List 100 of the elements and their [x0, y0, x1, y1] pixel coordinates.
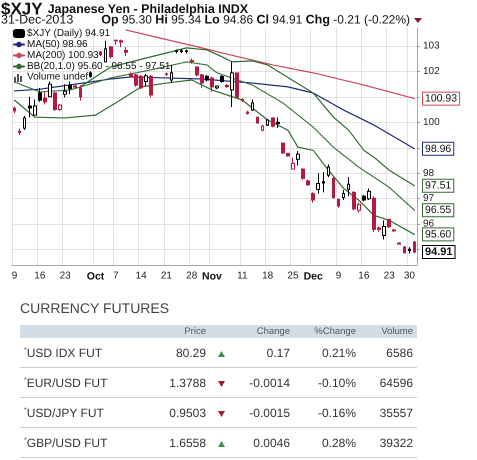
candlestick: [387, 218, 391, 229]
data-label: 95.60: [425, 228, 452, 240]
y-tick-label: 98: [423, 168, 435, 179]
candlestick: [68, 81, 72, 95]
text: 64596: [380, 376, 413, 390]
x-tick-label: 9: [12, 270, 18, 282]
candlestick: [332, 176, 335, 200]
y-tick-label: 102: [423, 66, 440, 77]
candlestick: [246, 110, 249, 116]
candlestick: [337, 198, 340, 208]
candlestick: [296, 150, 300, 166]
candlestick: [316, 172, 320, 194]
candlestick: [256, 116, 259, 124]
candlestick: [251, 98, 254, 112]
x-tick-label: Nov: [202, 270, 222, 282]
x-tick-label: 11: [237, 270, 248, 282]
y-tick-label: 100: [423, 116, 440, 128]
candlestick: [235, 72, 239, 99]
text: 0.0046: [253, 436, 290, 450]
candlestick: [266, 118, 269, 127]
category-label: $^{*}$GBP/USD FUT: [24, 436, 108, 450]
candlestick: [241, 98, 244, 102]
candlestick: [79, 84, 82, 102]
candlestick: [149, 74, 153, 98]
candlestick: [190, 58, 194, 64]
x-tick-label: 9: [336, 270, 342, 282]
candlestick: [342, 189, 345, 201]
candlestick: [230, 61, 234, 108]
text: CURRENCY FUTURES: [20, 300, 170, 316]
candlestick: [397, 242, 401, 246]
x-tick-label: 16: [34, 270, 46, 282]
text: 1.6558: [169, 436, 206, 450]
data-label: 100.93: [425, 92, 458, 105]
x-tick-label: 25: [287, 270, 299, 282]
candlestick: [220, 74, 224, 84]
candlestick: [23, 115, 26, 130]
text: 94.91: [425, 246, 453, 258]
candlestick: [13, 106, 16, 114]
candlestick: [291, 157, 295, 170]
candlestick: [170, 64, 173, 84]
text: 0.9503: [169, 406, 206, 420]
category-label: Volume: [360, 325, 417, 338]
candlestick: [48, 81, 52, 98]
text: 0.17: [266, 346, 290, 360]
candlestick: [180, 48, 183, 54]
y-tick-label: 96: [423, 218, 435, 230]
y-tick-label: 97: [423, 193, 435, 204]
candlestick: [175, 49, 178, 54]
x-tick-label: 23: [60, 270, 72, 282]
candlestick: [38, 87, 42, 102]
line-series: [14, 79, 416, 236]
candlestick: [271, 116, 275, 128]
candlestick: [99, 50, 102, 57]
category-label: Price: [148, 325, 210, 338]
candlestick: [322, 171, 325, 193]
candlestick: [347, 176, 350, 197]
text: -0.16%: [318, 406, 356, 420]
text: 6586: [386, 346, 413, 360]
candlestick: [261, 124, 264, 132]
text: 35557: [380, 406, 413, 420]
text: -0.0014: [249, 376, 290, 390]
candlestick: [327, 164, 330, 178]
x-tick-label: 21: [160, 270, 172, 282]
candlestick: [408, 246, 411, 254]
text: 1.3788: [169, 376, 206, 390]
data-label: 97.51: [425, 180, 452, 192]
text: 39322: [380, 436, 413, 450]
category-label: Change: [232, 325, 294, 338]
candlestick: [73, 84, 77, 90]
candlestick: [210, 76, 214, 92]
candlestick: [89, 70, 92, 78]
text: 80.29: [176, 346, 206, 360]
x-tick-label: 23: [384, 270, 396, 282]
candlestick: [215, 84, 219, 90]
x-tick-label: 16: [358, 270, 370, 282]
legend-label: MA(50) 98.96: [27, 39, 88, 50]
candlestick: [392, 228, 396, 232]
data-label: 98.96: [425, 142, 452, 155]
candlestick: [124, 46, 128, 57]
candlestick: [382, 220, 386, 240]
text: -0.0015: [249, 406, 290, 420]
text: 0.21%: [322, 346, 356, 360]
candlestick: [18, 128, 21, 136]
legend-label: $XJY (Daily) 94.91: [27, 28, 111, 39]
x-tick-label: Dec: [304, 270, 324, 282]
candlestick: [306, 179, 310, 186]
candlestick: [225, 84, 229, 88]
x-tick-label: 28: [186, 270, 198, 282]
candlestick: [63, 84, 67, 98]
text: 0.28%: [322, 436, 356, 450]
legend-label: MA(200) 100.93: [27, 50, 100, 61]
text: -0.10%: [318, 376, 356, 390]
candlestick: [403, 245, 406, 254]
category-label: %Change: [294, 325, 360, 338]
category-label: $^{*}$USD IDX FUT: [24, 346, 102, 360]
x-tick-label: 18: [262, 270, 274, 282]
x-tick-label: Oct: [86, 270, 105, 282]
candlestick: [276, 116, 280, 129]
data-label: 96.55: [425, 204, 452, 216]
candlestick: [185, 49, 188, 54]
